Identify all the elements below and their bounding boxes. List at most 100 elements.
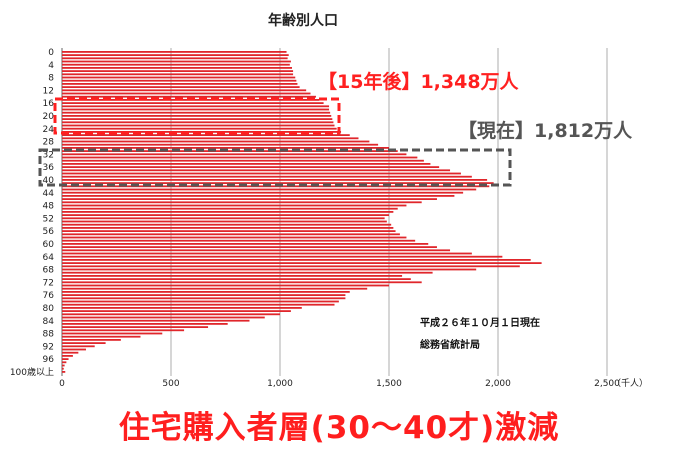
age-bar xyxy=(62,233,400,236)
age-bar xyxy=(62,67,292,69)
age-bar xyxy=(62,214,389,216)
age-bar xyxy=(62,140,370,143)
age-bar xyxy=(62,358,69,360)
age-bar xyxy=(62,127,337,130)
age-bar xyxy=(62,198,437,200)
source-date: 平成２６年１０月１日現在 xyxy=(420,318,540,329)
age-bar xyxy=(62,239,416,242)
age-bar xyxy=(62,329,185,332)
age-bar xyxy=(62,92,311,95)
chart-title: 年齢別人口 xyxy=(268,13,338,29)
headline: 住宅購入者層(30～40才)激減 xyxy=(118,410,560,446)
y-tick-label: 88 xyxy=(43,330,55,340)
unit-label: （千人） xyxy=(612,378,648,389)
age-bar xyxy=(62,79,297,82)
age-bar xyxy=(62,134,350,136)
y-tick-label: 44 xyxy=(43,189,55,199)
age-bar xyxy=(62,252,472,255)
age-bar xyxy=(62,63,290,66)
x-tick-label: 1,000 xyxy=(267,379,293,389)
age-bar xyxy=(62,319,250,322)
age-bar xyxy=(62,70,294,72)
age-bar xyxy=(62,371,66,373)
y-tick-label: 20 xyxy=(43,112,55,122)
y-tick-label: 24 xyxy=(43,125,55,135)
age-bar xyxy=(62,284,389,287)
age-bar xyxy=(62,124,335,127)
y-tick-label: 32 xyxy=(43,150,54,160)
age-bar xyxy=(62,281,422,284)
age-bar xyxy=(62,73,294,76)
y-tick-label: 28 xyxy=(43,138,55,148)
age-bar xyxy=(62,95,316,98)
y-tick-label: 100歳以上 xyxy=(10,366,54,378)
age-bar xyxy=(62,143,379,146)
age-bar xyxy=(62,195,455,197)
age-bar xyxy=(62,57,288,60)
age-bar xyxy=(62,102,324,104)
x-tick-label: 2,500 xyxy=(594,379,620,389)
age-bar xyxy=(62,291,350,293)
age-bar xyxy=(62,121,334,124)
source-note: 平成２６年１０月１日現在 総務省統計局 xyxy=(420,313,540,357)
age-bar xyxy=(62,300,339,303)
age-bar xyxy=(62,271,433,274)
age-bar xyxy=(62,204,407,207)
x-tick-label: 2,000 xyxy=(485,379,511,389)
age-bar xyxy=(62,287,368,290)
age-bar xyxy=(62,243,429,245)
age-bar xyxy=(62,348,86,351)
age-bar xyxy=(62,345,95,348)
y-tick-label: 64 xyxy=(43,253,55,263)
age-bar xyxy=(62,60,291,63)
y-tick-label: 72 xyxy=(43,278,54,288)
age-bar xyxy=(62,367,64,370)
age-bar xyxy=(62,217,385,220)
age-bar xyxy=(62,246,437,248)
age-bar xyxy=(62,211,394,213)
age-bar xyxy=(62,339,121,341)
y-tick-label: 52 xyxy=(43,214,54,224)
age-bar xyxy=(62,137,359,140)
age-bar xyxy=(62,249,451,252)
age-bar xyxy=(62,105,330,108)
y-tick-label: 68 xyxy=(43,266,55,276)
current-highlight-box xyxy=(38,148,512,187)
y-tick-label: 16 xyxy=(43,99,55,109)
y-tick-label: 40 xyxy=(43,176,55,186)
y-tick-label: 8 xyxy=(48,74,54,84)
y-tick-label: 4 xyxy=(48,61,54,71)
y-tick-label: 84 xyxy=(43,317,55,327)
y-tick-label: 48 xyxy=(43,202,55,212)
age-bar xyxy=(62,303,335,306)
age-bar xyxy=(62,297,346,300)
age-bar xyxy=(62,220,387,223)
y-tick-label: 92 xyxy=(43,342,54,352)
age-bar xyxy=(62,166,440,168)
age-bar xyxy=(62,361,67,364)
age-bar xyxy=(62,310,291,312)
age-bar xyxy=(62,351,79,354)
age-bar xyxy=(62,262,542,264)
age-bar xyxy=(62,355,73,357)
age-bar xyxy=(62,89,307,92)
y-tick-label: 36 xyxy=(43,163,55,173)
age-bar xyxy=(62,51,287,53)
x-tick-label: 0 xyxy=(59,379,65,389)
age-bar xyxy=(62,163,431,165)
age-bar xyxy=(62,191,464,194)
age-bar xyxy=(62,227,394,229)
age-bar xyxy=(62,307,302,309)
age-bar xyxy=(62,230,396,232)
age-bar xyxy=(62,236,407,239)
age-bar xyxy=(62,332,163,335)
age-bar xyxy=(62,294,346,296)
age-bar xyxy=(62,316,265,319)
y-tick-label: 96 xyxy=(43,355,55,365)
age-bar xyxy=(62,207,398,210)
future-annotation: 【15年後】1,348万人 xyxy=(318,70,520,93)
y-tick-label: 56 xyxy=(43,227,55,237)
age-bar xyxy=(62,175,472,178)
